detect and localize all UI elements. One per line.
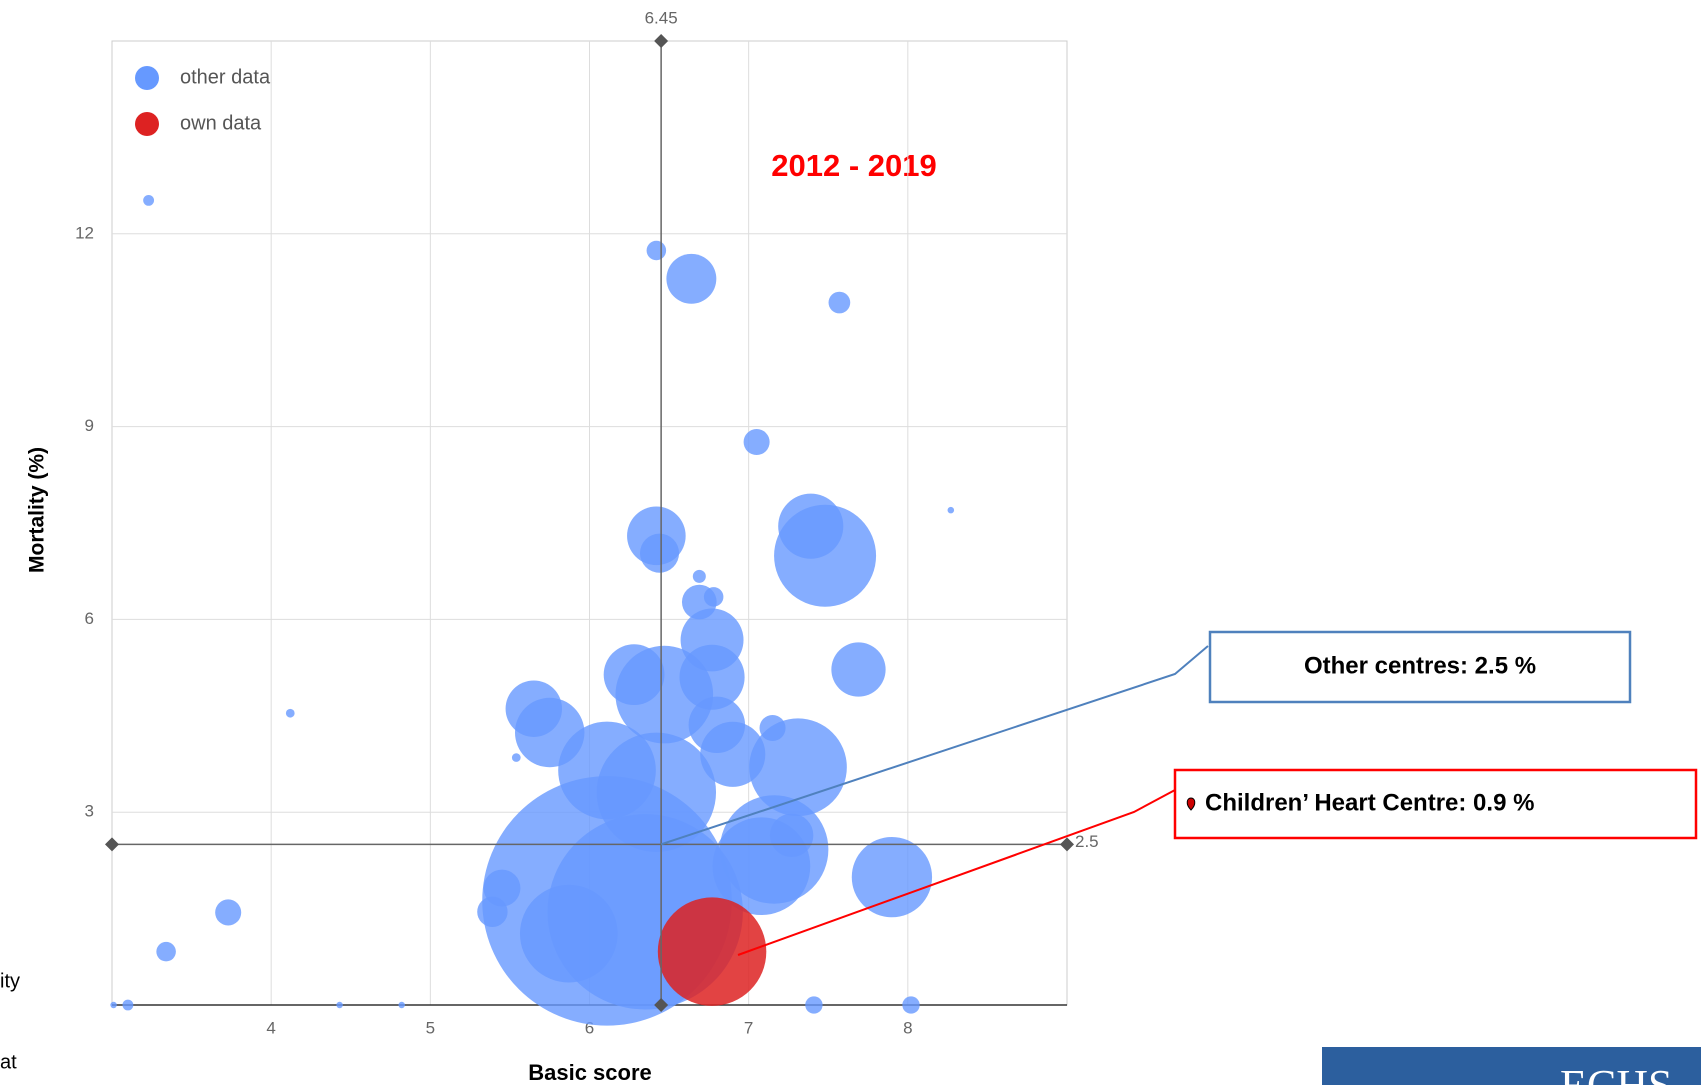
page-fragment: ity bbox=[0, 970, 20, 992]
bubble bbox=[688, 696, 746, 754]
mark-line-end bbox=[654, 998, 669, 1012]
mark-line-label: 6.45 bbox=[645, 8, 678, 27]
bubble bbox=[703, 587, 724, 607]
y-tick-label: 6 bbox=[85, 609, 94, 628]
mark-line-end bbox=[105, 837, 119, 852]
page-fragment: at bbox=[0, 1051, 17, 1073]
callout-text: Other centres: 2.5 % bbox=[1304, 652, 1536, 679]
x-axis-label: Basic score bbox=[528, 1060, 652, 1085]
bubble bbox=[828, 291, 851, 314]
bubble bbox=[666, 253, 717, 304]
bubble bbox=[558, 721, 656, 820]
legend-marker bbox=[135, 66, 159, 90]
legend-label: own data bbox=[180, 112, 262, 134]
bubble bbox=[143, 194, 155, 206]
legend-marker bbox=[135, 112, 159, 136]
callout-leader bbox=[737, 789, 1176, 956]
mark-line-end bbox=[1060, 837, 1074, 852]
bubble bbox=[759, 714, 786, 742]
y-tick-label: 12 bbox=[75, 223, 94, 242]
callout-box bbox=[1173, 768, 1698, 840]
legend-label: other data bbox=[180, 66, 271, 88]
logo-bar bbox=[1322, 1047, 1701, 1085]
callout-box bbox=[1208, 630, 1632, 704]
period-annotation: 2012 - 2019 bbox=[771, 148, 936, 183]
x-tick-label: 4 bbox=[266, 1018, 275, 1037]
y-axis-label: Mortality (%) bbox=[26, 447, 49, 573]
bubble bbox=[156, 941, 176, 962]
bubble bbox=[743, 429, 770, 456]
x-tick-label: 6 bbox=[585, 1018, 594, 1037]
mark-line-end bbox=[654, 34, 669, 48]
bubble bbox=[831, 642, 886, 697]
y-tick-label: 9 bbox=[85, 416, 94, 435]
bubble bbox=[646, 240, 667, 261]
logo: ECHS bbox=[1560, 1061, 1672, 1085]
callout-text: Children’ Heart Centre: 0.9 % bbox=[1205, 789, 1534, 816]
bubble bbox=[398, 1001, 405, 1009]
bubble bbox=[902, 996, 920, 1014]
bubble bbox=[122, 999, 134, 1011]
callout-leader bbox=[660, 645, 1209, 846]
bubble bbox=[640, 533, 680, 573]
bubble bbox=[805, 996, 823, 1014]
bubble bbox=[692, 569, 706, 583]
y-tick-label: 3 bbox=[85, 802, 94, 821]
bubble bbox=[285, 708, 295, 718]
bubble bbox=[110, 1001, 117, 1009]
mark-line-label: 2.5 bbox=[1075, 832, 1099, 851]
x-tick-label: 5 bbox=[426, 1018, 435, 1037]
bubble bbox=[215, 899, 242, 926]
x-tick-label: 7 bbox=[744, 1018, 753, 1037]
bubble bbox=[603, 644, 665, 706]
bubble bbox=[680, 608, 744, 672]
bubble bbox=[851, 836, 933, 918]
callout-icon bbox=[1186, 797, 1196, 811]
bubble bbox=[657, 897, 767, 1006]
bubble bbox=[778, 493, 844, 559]
bubble bbox=[477, 896, 508, 928]
x-tick-label: 8 bbox=[903, 1018, 912, 1037]
bubble bbox=[336, 1001, 343, 1009]
bubble bbox=[511, 753, 521, 762]
bubble bbox=[519, 884, 618, 983]
bubble bbox=[505, 680, 563, 737]
bubble bbox=[947, 506, 955, 514]
bubble bbox=[769, 813, 814, 858]
